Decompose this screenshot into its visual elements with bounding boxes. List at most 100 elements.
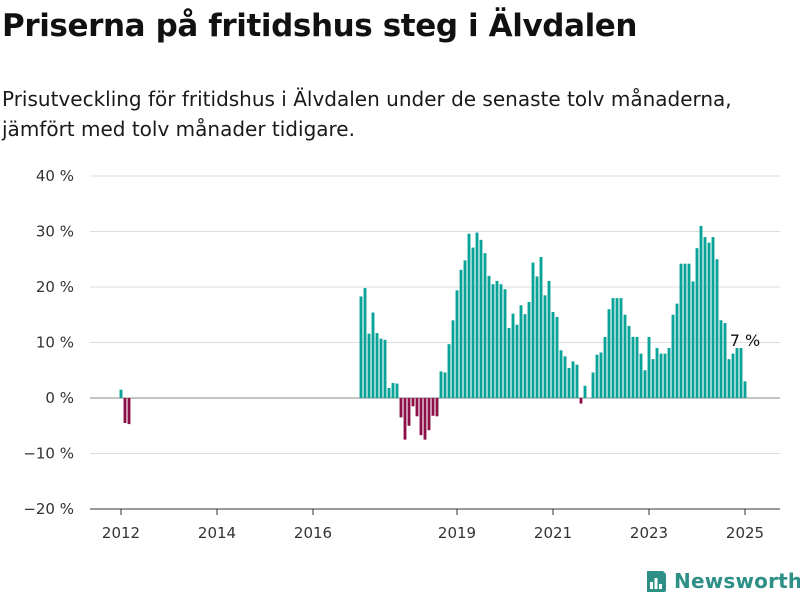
bar (119, 389, 123, 398)
y-tick-label: −20 % (23, 500, 74, 518)
x-tick-label: 2021 (534, 524, 572, 542)
bar (403, 398, 407, 440)
bar (443, 372, 447, 398)
bar (739, 348, 743, 398)
bar (547, 280, 551, 398)
x-tick-label: 2025 (726, 524, 764, 542)
y-tick-label: −10 % (23, 445, 74, 463)
bar (427, 398, 431, 431)
bar (487, 275, 491, 398)
brand-name: Newsworthy (674, 569, 800, 593)
x-axis-tick-labels: 2012 2014 2016 2019 2021 2023 2025 (102, 509, 764, 542)
bar (459, 269, 463, 398)
bar (551, 311, 555, 398)
bar (539, 257, 543, 398)
bar (411, 398, 415, 407)
y-axis-tick-labels: 40 % 30 % 20 % 10 % 0 % −10 % −20 % (23, 167, 74, 518)
bar (711, 237, 715, 398)
bar (447, 344, 451, 398)
bar (491, 284, 495, 398)
bar (559, 350, 563, 398)
bar (515, 324, 519, 398)
bar (523, 314, 527, 398)
bar (527, 301, 531, 398)
x-tick-label: 2012 (102, 524, 140, 542)
bar (395, 383, 399, 398)
bar (631, 336, 635, 398)
bar (407, 398, 411, 426)
bar (519, 305, 523, 398)
bar (571, 361, 575, 398)
bar (719, 320, 723, 398)
bar (735, 348, 739, 398)
bar (375, 333, 379, 398)
bar (415, 398, 419, 417)
bar (659, 353, 663, 398)
bar (595, 354, 599, 398)
bar (563, 356, 567, 398)
bar (687, 263, 691, 398)
bar (651, 359, 655, 398)
bar (499, 284, 503, 398)
annotation-label: 7 % (730, 331, 760, 350)
bar (435, 398, 439, 417)
bar (695, 248, 699, 398)
bar (463, 260, 467, 398)
x-tick-label: 2016 (294, 524, 332, 542)
bar (479, 239, 483, 398)
y-tick-label: 30 % (36, 223, 74, 241)
chart-subtitle: Prisutveckling för fritidshus i Älvdalen… (2, 87, 732, 141)
bar (431, 398, 435, 416)
bar (615, 298, 619, 398)
bar (579, 398, 583, 404)
bar (531, 262, 535, 398)
bar (635, 336, 639, 398)
bar (691, 281, 695, 398)
bar (543, 295, 547, 398)
bar (399, 398, 403, 418)
bar (387, 388, 391, 398)
bar (623, 314, 627, 398)
bar (627, 325, 631, 398)
x-tick-label: 2014 (198, 524, 236, 542)
bar (591, 372, 595, 398)
bar (535, 276, 539, 398)
bar (727, 359, 731, 398)
bar (607, 309, 611, 398)
y-tick-label: 40 % (36, 167, 74, 185)
bar (583, 385, 587, 398)
bar (123, 398, 127, 423)
bar (379, 338, 383, 398)
y-tick-label: 0 % (45, 389, 74, 407)
bar (555, 316, 559, 398)
bar (567, 368, 571, 398)
bar (715, 259, 719, 398)
bar (639, 353, 643, 398)
bar (663, 353, 667, 398)
bar (507, 328, 511, 398)
bar (699, 225, 703, 398)
bar (667, 348, 671, 398)
bar (383, 339, 387, 398)
bar (439, 371, 443, 398)
bar (423, 398, 427, 440)
chart-title: Priserna på fritidshus steg i Älvdalen (2, 8, 638, 44)
bar (127, 398, 131, 425)
newsworthy-logo-icon (647, 571, 666, 592)
bar (391, 383, 395, 398)
bar (675, 303, 679, 398)
bar (451, 320, 455, 398)
bar (363, 288, 367, 398)
bar (483, 253, 487, 398)
bar (655, 348, 659, 398)
x-tick-label: 2023 (630, 524, 668, 542)
y-tick-label: 10 % (36, 334, 74, 352)
bar (359, 296, 363, 398)
bar (371, 312, 375, 398)
bar (467, 233, 471, 398)
bar (723, 323, 727, 398)
bar (679, 263, 683, 398)
bar (603, 336, 607, 398)
bar (575, 364, 579, 398)
